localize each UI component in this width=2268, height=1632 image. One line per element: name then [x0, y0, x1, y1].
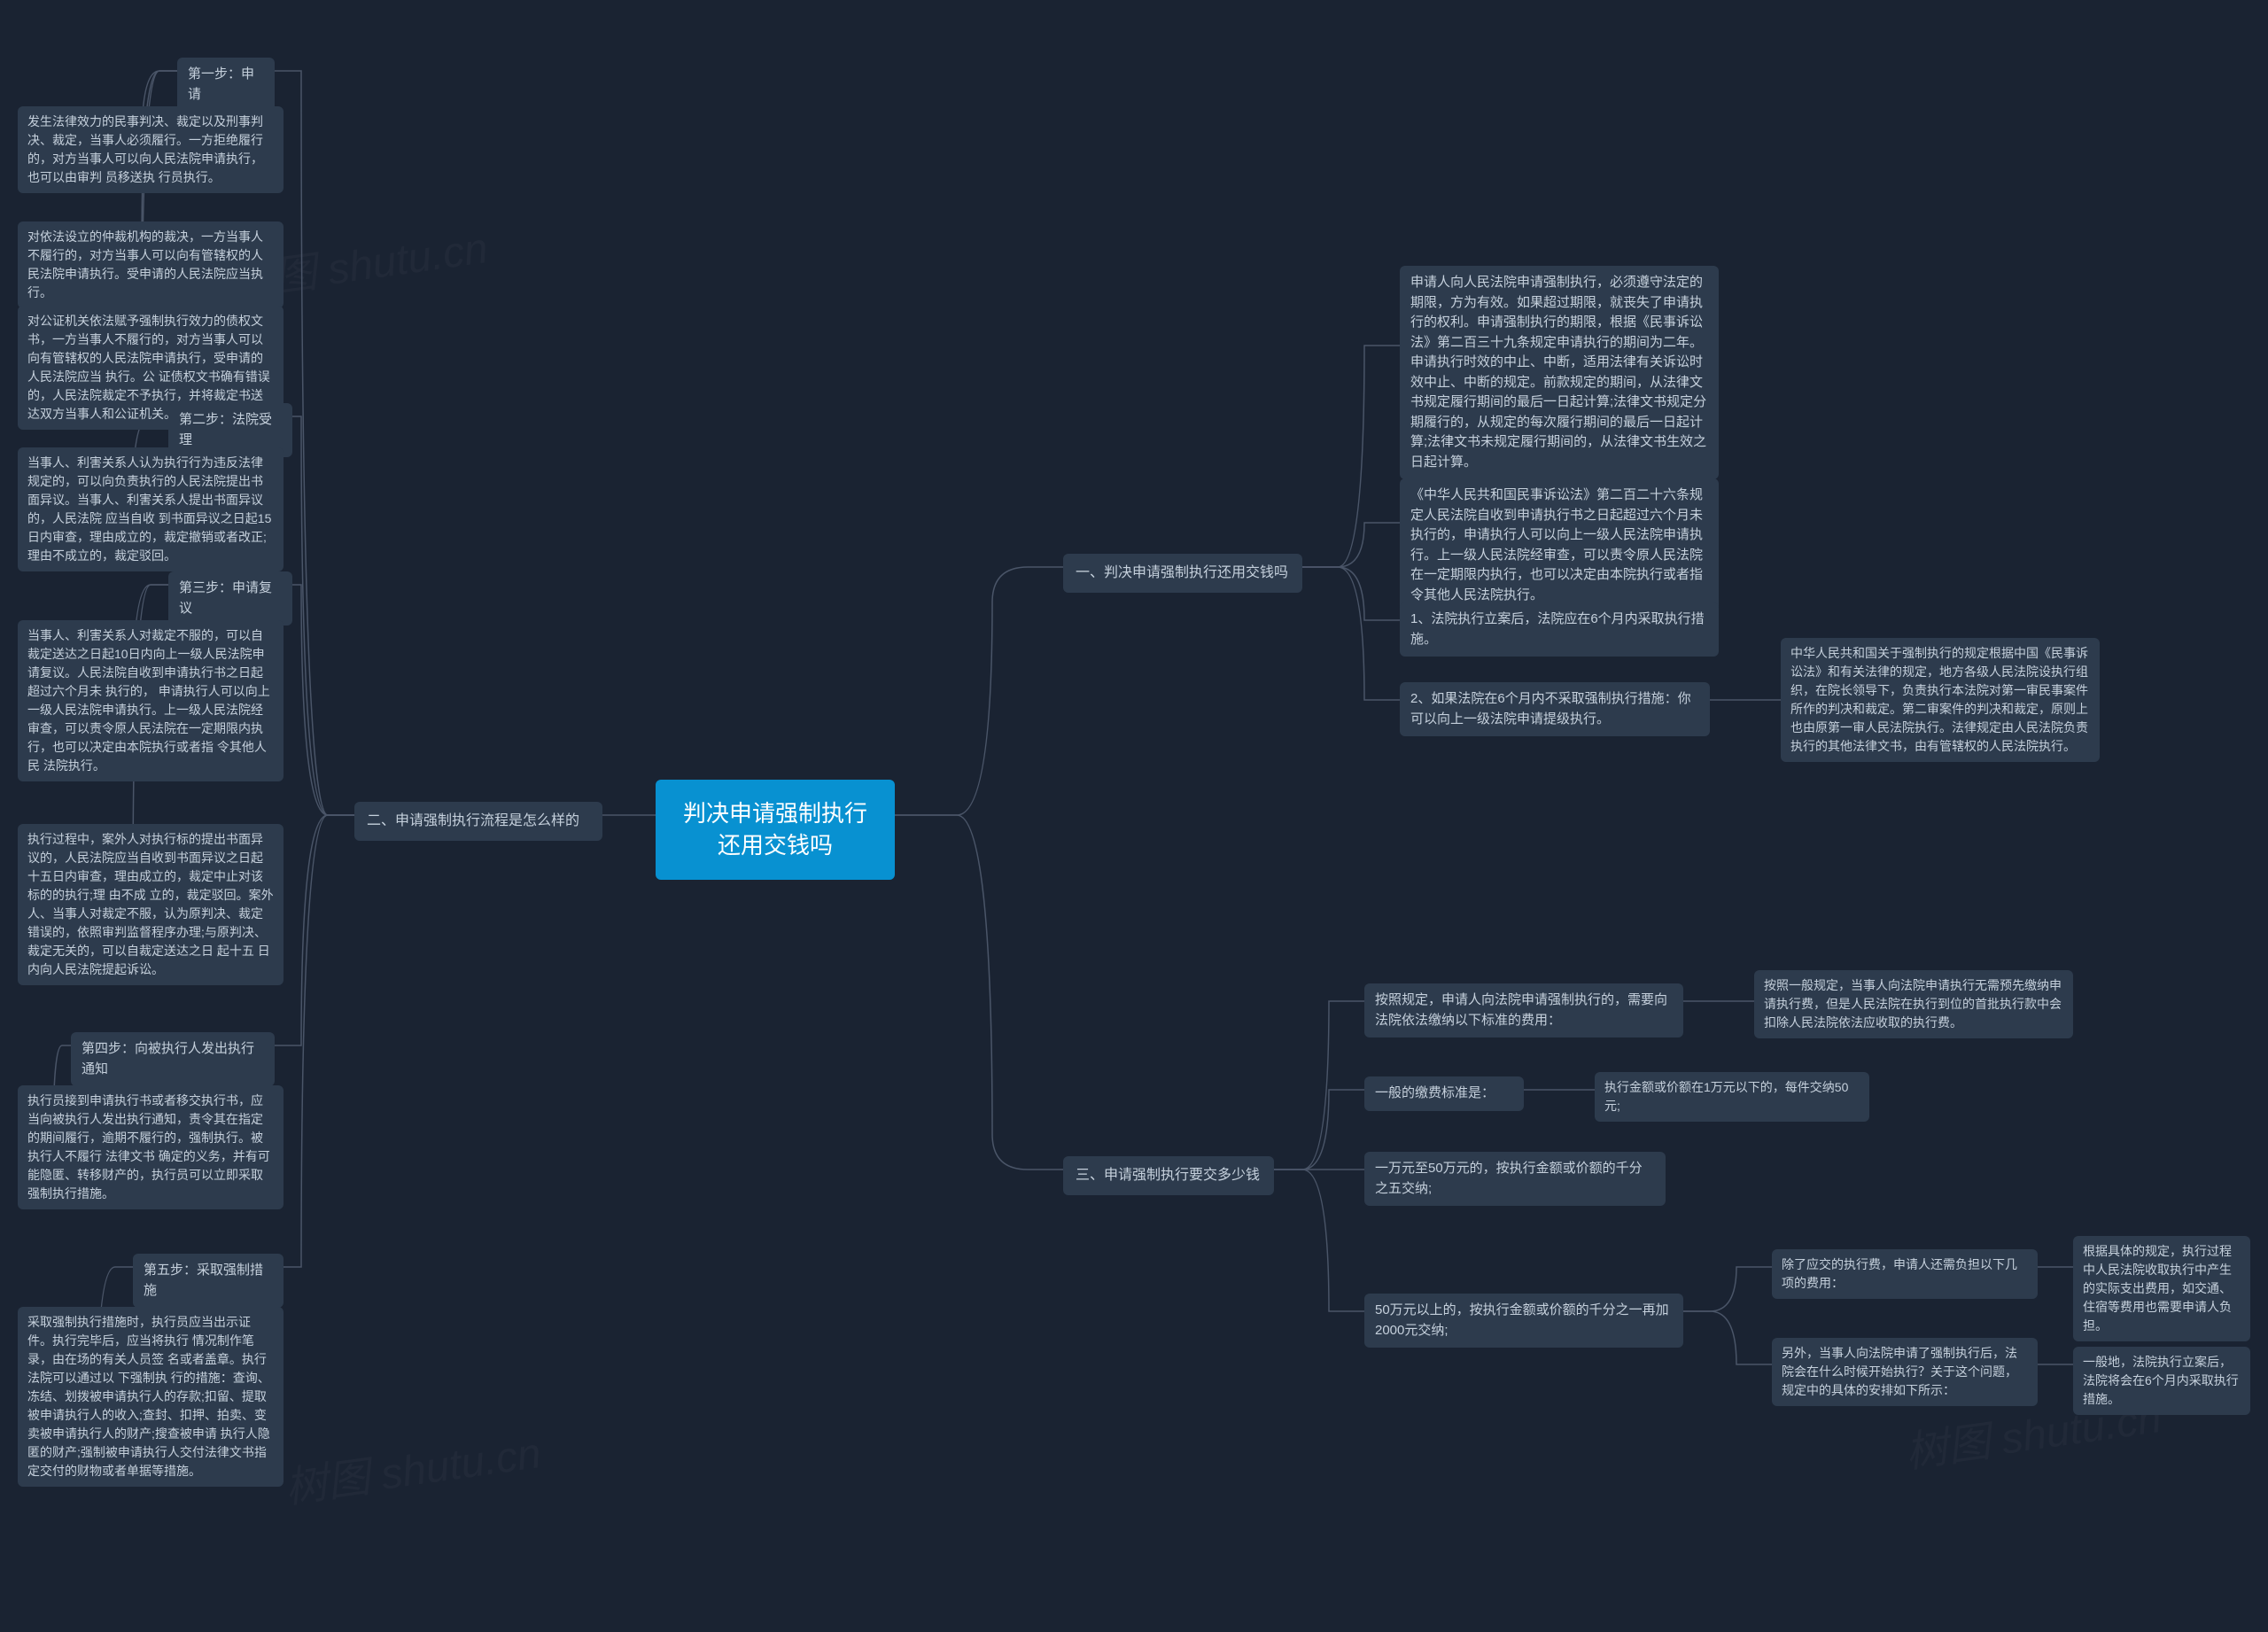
branch3-item-3-sub1: 另外，当事人向法院申请了强制执行后，法院会在什么时候开始执行？关于这个问题，规定…	[1772, 1338, 2038, 1406]
watermark: 树图 shutu.cn	[281, 1418, 545, 1515]
branch1-item-2: 1、法院执行立案后，法院应在6个月内采取执行措施。	[1400, 602, 1719, 657]
step-5-title: 第五步：采取强制措施	[133, 1254, 284, 1308]
step-1-title: 第一步：申请	[177, 58, 275, 112]
branch3-item-1: 一般的缴费标准是：	[1364, 1076, 1524, 1111]
branch-1-label: 一、判决申请强制执行还用交钱吗	[1063, 554, 1302, 593]
branch1-item-1: 《中华人民共和国民事诉讼法》第二百二十六条规定人民法院自收到申请执行书之日起超过…	[1400, 478, 1719, 612]
branch3-item-0-sub: 按照一般规定，当事人向法院申请执行无需预先缴纳申请执行费，但是人民法院在执行到位…	[1754, 970, 2073, 1038]
branch3-item-1-sub: 执行金额或价额在1万元以下的，每件交纳50元;	[1595, 1072, 1869, 1122]
branch3-item-0: 按照规定，申请人向法院申请强制执行的，需要向法院依法缴纳以下标准的费用：	[1364, 983, 1683, 1037]
step-3-item-0: 当事人、利害关系人对裁定不服的，可以自裁定送达之日起10日内向上一级人民法院申请…	[18, 620, 284, 781]
branch-2-label: 二、申请强制执行流程是怎么样的	[354, 802, 602, 841]
step-1-item-1: 对依法设立的仲裁机构的裁决，一方当事人不履行的，对方当事人可以向有管辖权的人民法…	[18, 221, 284, 308]
step-3-title: 第三步：申请复议	[168, 571, 292, 626]
step-5-item-0: 采取强制执行措施时，执行员应当出示证件。执行完毕后，应当将执行 情况制作笔录，由…	[18, 1307, 284, 1487]
branch1-item-3: 2、如果法院在6个月内不采取强制执行措施：你可以向上一级法院申请提级执行。	[1400, 682, 1710, 736]
branch1-sub: 中华人民共和国关于强制执行的规定根据中国《民事诉讼法》和有关法律的规定，地方各级…	[1781, 638, 2100, 762]
step-4-title: 第四步：向被执行人发出执行通知	[71, 1032, 275, 1086]
branch3-item-3-sub0: 除了应交的执行费，申请人还需负担以下几项的费用：	[1772, 1249, 2038, 1299]
branch-3-label: 三、申请强制执行要交多少钱	[1063, 1156, 1274, 1195]
branch3-item-2: 一万元至50万元的，按执行金额或价额的千分之五交纳;	[1364, 1152, 1666, 1206]
branch3-item-3: 50万元以上的，按执行金额或价额的千分之一再加2000元交纳;	[1364, 1294, 1683, 1348]
branch3-item-3-sub1-sub: 一般地，法院执行立案后，法院将会在6个月内采取执行措施。	[2073, 1347, 2250, 1415]
step-3-item-1: 执行过程中，案外人对执行标的提出书面异议的，人民法院应当自收到书面异议之日起十五…	[18, 824, 284, 985]
center-node: 判决申请强制执行还用交钱吗	[656, 780, 895, 880]
step-2-item-0: 当事人、利害关系人认为执行行为违反法律规定的，可以向负责执行的人民法院提出书面异…	[18, 447, 284, 571]
step-4-item-0: 执行员接到申请执行书或者移交执行书，应当向被执行人发出执行通知，责令其在指定的期…	[18, 1085, 284, 1209]
branch1-item-0: 申请人向人民法院申请强制执行，必须遵守法定的期限，方为有效。如果超过期限，就丧失…	[1400, 266, 1719, 479]
branch3-item-3-sub0-sub: 根据具体的规定，执行过程中人民法院收取执行中产生的实际支出费用，如交通、住宿等费…	[2073, 1236, 2250, 1341]
step-1-item-0: 发生法律效力的民事判决、裁定以及刑事判决、裁定，当事人必须履行。一方拒绝履行的，…	[18, 106, 284, 193]
